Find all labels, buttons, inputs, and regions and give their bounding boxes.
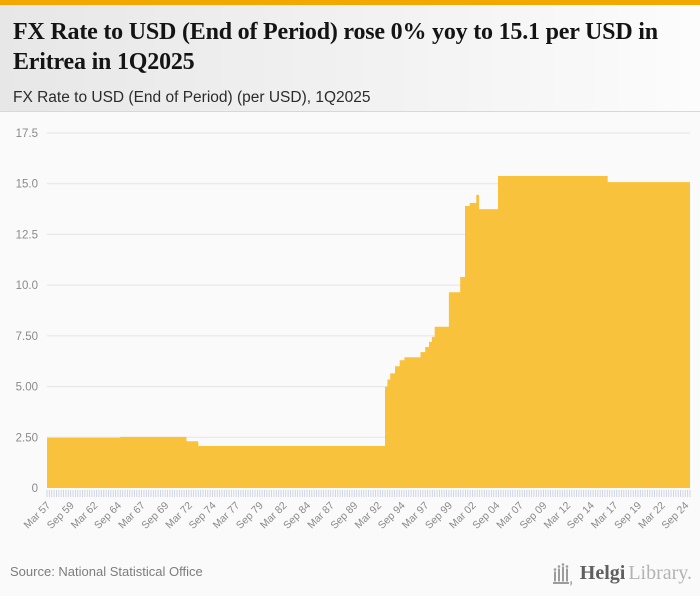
y-tick-label: 12.5 (16, 229, 38, 241)
brand-name-primary: Helgi (579, 561, 626, 584)
y-tick-label: 10.0 (16, 280, 38, 292)
y-tick-label: 2.50 (16, 432, 38, 444)
y-tick-label: 5.00 (16, 382, 38, 394)
x-tick-label: Sep 24 (659, 500, 691, 532)
y-tick-label: 7.50 (16, 331, 38, 343)
area-series-fx-rate (47, 176, 690, 488)
helgi-library-logo: Helgi Library. (550, 556, 692, 590)
page-title: FX Rate to USD (End of Period) rose 0% y… (13, 19, 658, 75)
y-axis-labels: 17.5 15.0 12.5 10.0 7.50 5.00 2.50 0 (16, 128, 38, 495)
fx-rate-area-chart: 17.5 15.0 12.5 10.0 7.50 5.00 2.50 0 Mar 57 Sep 5… (0, 112, 700, 550)
brand-name-secondary: Library. (628, 561, 692, 584)
chart-subtitle: FX Rate to USD (End of Period) (per USD)… (13, 89, 371, 106)
chart-footer: Source: National Statistical Office Helg… (0, 550, 700, 596)
accent-bar (0, 0, 700, 5)
y-tick-label: 15.0 (16, 179, 38, 191)
y-tick-label: 0 (32, 483, 38, 495)
y-tick-label: 17.5 (16, 128, 38, 140)
source-note: Source: National Statistical Office (10, 564, 203, 579)
helgi-organ-icon (552, 563, 572, 586)
chart-header: FX Rate to USD (End of Period) rose 0% y… (0, 5, 700, 112)
quarter-ticks (46, 490, 691, 497)
